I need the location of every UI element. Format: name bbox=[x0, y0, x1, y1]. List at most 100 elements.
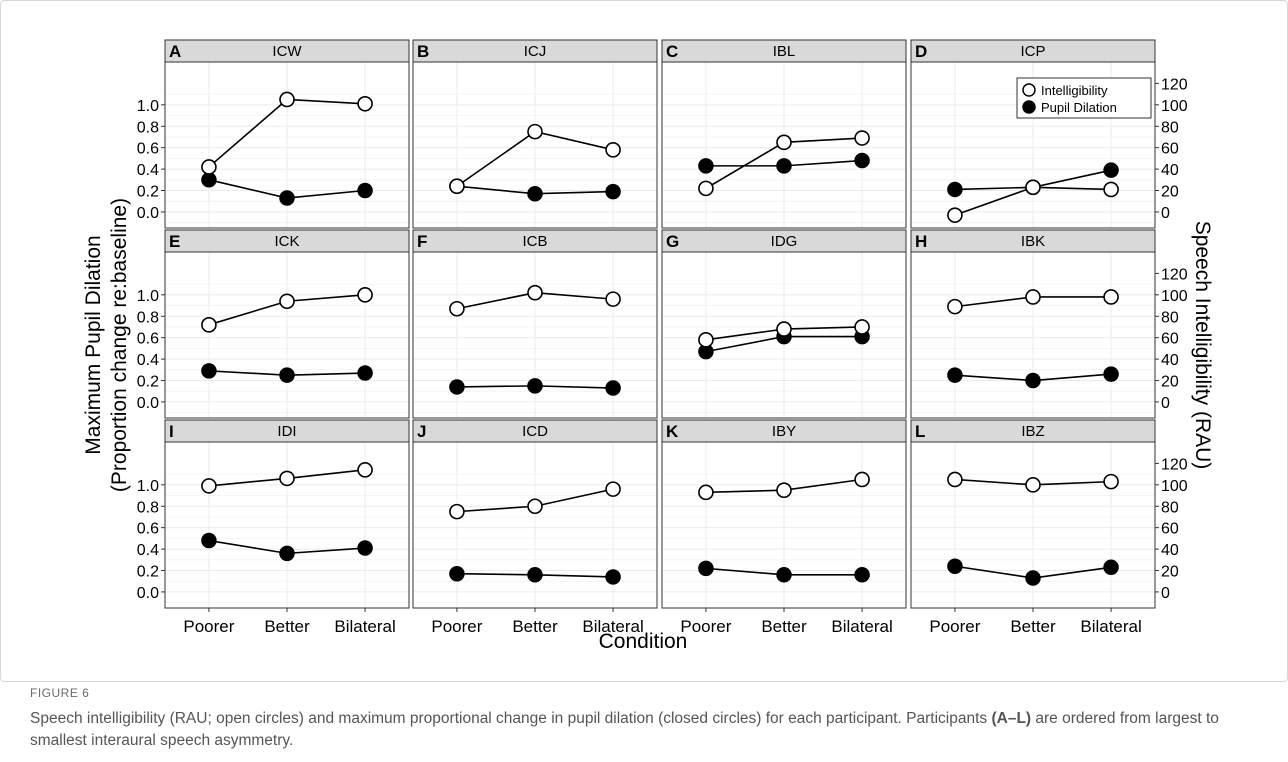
intelligibility-point bbox=[357, 287, 373, 303]
panel-letter: J bbox=[417, 422, 426, 441]
panel-border bbox=[661, 251, 907, 419]
x-tick-label: Better bbox=[264, 617, 310, 636]
pupil-point bbox=[1103, 366, 1119, 382]
left-tick-label: 0.4 bbox=[137, 162, 159, 179]
pupil-point bbox=[605, 569, 621, 585]
pupil-point bbox=[527, 378, 543, 394]
pupil-point bbox=[605, 183, 621, 200]
legend-box bbox=[1016, 77, 1152, 119]
right-tick-label: 60 bbox=[1161, 331, 1179, 348]
pupil-point bbox=[279, 190, 295, 206]
intelligibility-point bbox=[201, 478, 217, 494]
panel-letter: G bbox=[666, 232, 679, 251]
intelligibility-point bbox=[1025, 289, 1041, 305]
intelligibility-point bbox=[449, 300, 465, 317]
panel-letter: C bbox=[666, 42, 678, 61]
panel-letter: K bbox=[666, 422, 679, 441]
left-tick-label: 0.4 bbox=[137, 542, 159, 559]
left-tick-label: 0.0 bbox=[137, 585, 159, 602]
left-tick-label: 0.6 bbox=[137, 141, 159, 158]
intelligibility-point bbox=[854, 130, 870, 146]
right-tick-label: 0 bbox=[1161, 585, 1170, 602]
panel-letter: E bbox=[169, 232, 180, 251]
x-tick-label: Bilateral bbox=[831, 617, 892, 636]
right-tick-label: 0 bbox=[1161, 205, 1170, 222]
panel-title: ICD bbox=[522, 423, 548, 440]
legend-pupil-label: Pupil Dilation bbox=[1041, 100, 1117, 115]
x-tick-label: Bilateral bbox=[582, 617, 643, 636]
x-tick-label: Better bbox=[761, 617, 807, 636]
right-tick-label: 80 bbox=[1161, 309, 1179, 326]
panel-border bbox=[412, 61, 658, 229]
panel-title: IBL bbox=[773, 43, 796, 60]
right-tick-label: 60 bbox=[1161, 521, 1179, 538]
pupil-point bbox=[776, 567, 792, 583]
pupil-point bbox=[854, 567, 870, 583]
intelligibility-point bbox=[1025, 477, 1041, 493]
right-tick-label: 40 bbox=[1161, 162, 1179, 179]
intelligibility-point bbox=[776, 134, 792, 151]
right-tick-label: 20 bbox=[1161, 184, 1179, 201]
pupil-point bbox=[1025, 570, 1041, 586]
left-tick-label: 0.2 bbox=[137, 564, 159, 581]
caption-text: Speech intelligibility (RAU; open circle… bbox=[30, 710, 992, 727]
intelligibility-point bbox=[1103, 181, 1119, 198]
panel-title: ICW bbox=[272, 43, 302, 60]
left-tick-label: 0.0 bbox=[137, 205, 159, 222]
right-tick-label: 120 bbox=[1161, 76, 1188, 93]
intelligibility-point bbox=[279, 91, 295, 108]
intelligibility-point bbox=[201, 317, 217, 333]
panel-title: IBK bbox=[1021, 233, 1045, 250]
y-axis-title-left-line2: (Proportion change re:baseline) bbox=[108, 198, 131, 492]
pupil-point bbox=[605, 380, 621, 396]
right-tick-label: 120 bbox=[1161, 456, 1188, 473]
right-tick-label: 120 bbox=[1161, 266, 1188, 283]
x-tick-label: Bilateral bbox=[334, 617, 395, 636]
pupil-point bbox=[357, 182, 373, 199]
panel-border bbox=[412, 251, 658, 419]
pupil-point bbox=[357, 540, 373, 556]
left-tick-label: 0.2 bbox=[137, 374, 159, 391]
panel-border bbox=[910, 251, 1156, 419]
panel-letter: H bbox=[915, 232, 927, 251]
left-tick-label: 0.0 bbox=[137, 395, 159, 412]
panel-letter: L bbox=[915, 422, 925, 441]
right-tick-label: 20 bbox=[1161, 374, 1179, 391]
pupil-point bbox=[201, 172, 217, 188]
left-tick-label: 0.6 bbox=[137, 331, 159, 348]
intelligibility-point bbox=[947, 207, 963, 223]
right-tick-label: 20 bbox=[1161, 564, 1179, 581]
intelligibility-point bbox=[605, 481, 621, 497]
panel-title: ICJ bbox=[524, 43, 547, 60]
right-tick-label: 0 bbox=[1161, 395, 1170, 412]
panel-title: ICB bbox=[522, 233, 547, 250]
pupil-point bbox=[201, 363, 217, 379]
pupil-point bbox=[357, 365, 373, 381]
right-tick-label: 60 bbox=[1161, 141, 1179, 158]
pupil-point bbox=[776, 158, 792, 174]
left-tick-label: 1.0 bbox=[137, 478, 159, 495]
pupil-point bbox=[947, 367, 963, 383]
right-tick-label: 80 bbox=[1161, 119, 1179, 136]
panel-letter: I bbox=[169, 422, 174, 441]
intelligibility-point bbox=[1103, 289, 1119, 305]
figure-caption: Speech intelligibility (RAU; open circle… bbox=[30, 708, 1260, 752]
intelligibility-point bbox=[698, 484, 714, 501]
pupil-point bbox=[449, 379, 465, 395]
left-tick-label: 0.2 bbox=[137, 184, 159, 201]
pupil-point bbox=[527, 567, 543, 583]
intelligibility-point bbox=[279, 470, 295, 487]
y-axis-title-left-line1: Maximum Pupil Dilation bbox=[82, 235, 105, 454]
pupil-point bbox=[1103, 162, 1119, 178]
pupil-point bbox=[201, 532, 217, 549]
panel-title: ICK bbox=[274, 233, 299, 250]
panel-border bbox=[164, 251, 410, 419]
figure-label: FIGURE 6 bbox=[30, 686, 90, 700]
chart: ICW A 0.0 0.2 0.4 0.6 0.8 1.0 ICJ B IBL C ICP D 0 20 40 6… bbox=[82, 39, 1214, 653]
right-tick-label: 80 bbox=[1161, 499, 1179, 516]
intelligibility-point bbox=[527, 284, 543, 301]
panel-letter: F bbox=[417, 232, 427, 251]
intelligibility-point bbox=[947, 298, 963, 315]
left-tick-label: 0.8 bbox=[137, 309, 159, 326]
x-tick-label: Poorer bbox=[183, 617, 234, 636]
